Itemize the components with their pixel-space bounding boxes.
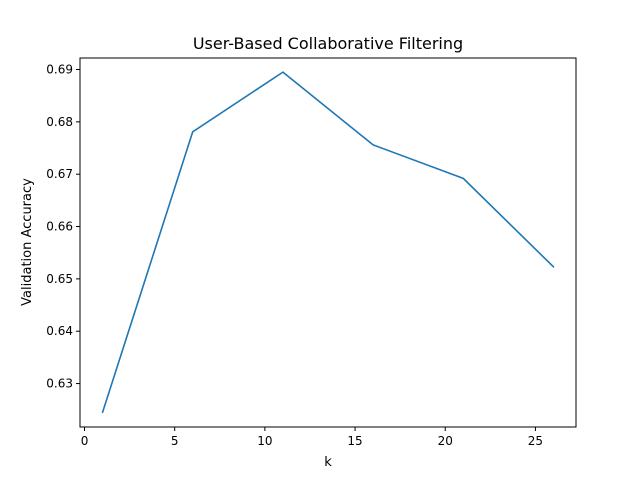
x-tick-label: 15 — [347, 434, 362, 448]
y-tick-label: 0.68 — [46, 115, 73, 129]
x-axis-label: k — [324, 455, 332, 470]
y-tick-label: 0.64 — [46, 324, 73, 338]
series-layer — [101, 71, 555, 414]
x-tick-label: 10 — [257, 434, 272, 448]
y-axis: 0.63 0.64 0.65 0.66 0.67 0.68 0.69 — [46, 63, 80, 391]
series-line — [101, 71, 555, 414]
y-tick-label: 0.67 — [46, 167, 73, 181]
x-tick-label: 5 — [171, 434, 179, 448]
y-tick-label: 0.63 — [46, 377, 73, 391]
x-tick-label: 0 — [81, 434, 89, 448]
x-axis: 0 5 10 15 20 25 — [81, 427, 543, 448]
y-tick-label: 0.66 — [46, 220, 73, 234]
chart-title: User-Based Collaborative Filtering — [193, 34, 463, 53]
x-tick-label: 20 — [438, 434, 453, 448]
axes-frame — [79, 57, 577, 428]
y-axis-label: Validation Accuracy — [20, 178, 35, 306]
plot-area — [79, 57, 577, 428]
y-tick-label: 0.65 — [46, 272, 73, 286]
y-tick-label: 0.69 — [46, 63, 73, 77]
x-tick-label: 25 — [528, 434, 543, 448]
